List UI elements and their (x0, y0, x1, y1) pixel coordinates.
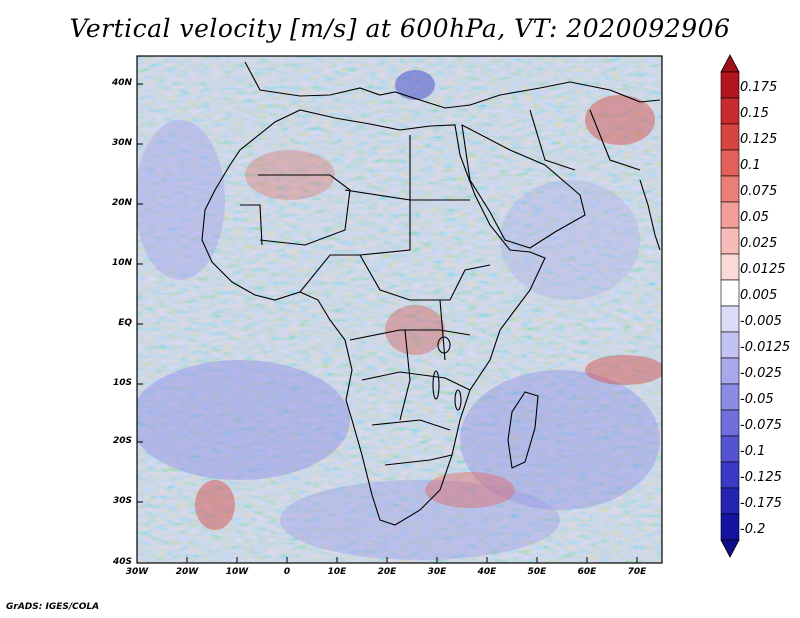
colorbar-label: 0.0125 (740, 262, 786, 277)
colorbar-label: 0.005 (740, 288, 778, 303)
lon-label: 60E (577, 567, 597, 577)
lon-label: 10W (225, 567, 249, 577)
colorbar-box (720, 461, 740, 489)
grads-credit: GrADS: IGES/COLA (6, 602, 100, 612)
lat-label: 20S (112, 436, 132, 446)
colorbar-box (720, 305, 740, 333)
colorbar (720, 54, 740, 558)
colorbar-label: -0.1 (740, 444, 766, 459)
colorbar-box (720, 513, 740, 541)
colorbar-box (720, 383, 740, 411)
colorbar-label: -0.175 (740, 496, 782, 511)
lon-label: 50E (527, 567, 547, 577)
lat-label: 40N (111, 78, 132, 88)
lon-label: 0 (283, 567, 291, 577)
colorbar-bottom-arrow (720, 539, 740, 558)
axis-ticks (137, 83, 638, 563)
lat-label: 10S (112, 378, 132, 388)
plot-frame (136, 55, 663, 564)
colorbar-label: -0.075 (740, 418, 782, 433)
colorbar-label: -0.0125 (740, 340, 791, 355)
colorbar-box (720, 487, 740, 515)
colorbar-box (720, 175, 740, 203)
colorbar-label: -0.025 (740, 366, 782, 381)
lat-label: 30S (112, 496, 132, 506)
lon-label: 30W (125, 567, 149, 577)
colorbar-label: -0.2 (740, 522, 766, 537)
colorbar-box (720, 409, 740, 437)
colorbar-label: 0.025 (740, 236, 778, 251)
colorbar-label: 0.15 (740, 106, 769, 121)
colorbar-box (720, 357, 740, 385)
colorbar-label: 0.05 (740, 210, 769, 225)
lon-label: 10E (327, 567, 347, 577)
colorbar-box (720, 71, 740, 99)
colorbar-top-arrow (720, 54, 740, 73)
colorbar-box (720, 97, 740, 125)
lat-label: 30N (111, 138, 132, 148)
colorbar-box (720, 227, 740, 255)
colorbar-box (720, 279, 740, 307)
colorbar-label: 0.075 (740, 184, 778, 199)
coastlines (201, 61, 661, 526)
colorbar-label: -0.125 (740, 470, 782, 485)
colorbar-box (720, 123, 740, 151)
lon-label: 70E (627, 567, 647, 577)
lon-label: 20W (175, 567, 199, 577)
colorbar-label: 0.125 (740, 132, 778, 147)
lon-label: 40E (477, 567, 497, 577)
velocity-field (137, 56, 662, 563)
lat-label: 40S (112, 557, 132, 567)
colorbar-box (720, 435, 740, 463)
lat-label: 10N (111, 258, 132, 268)
colorbar-box (720, 331, 740, 359)
colorbar-label: 0.175 (740, 80, 778, 95)
colorbar-box (720, 149, 740, 177)
colorbar-label: -0.005 (740, 314, 782, 329)
colorbar-label: 0.1 (740, 158, 761, 173)
colorbar-box (720, 253, 740, 281)
lat-label: EQ (118, 318, 132, 328)
colorbar-label: -0.05 (740, 392, 774, 407)
lon-label: 30E (427, 567, 447, 577)
colorbar-box (720, 201, 740, 229)
map-title: Vertical velocity [m/s] at 600hPa, VT: 2… (69, 14, 731, 43)
lon-label: 20E (377, 567, 397, 577)
lat-label: 20N (111, 198, 132, 208)
